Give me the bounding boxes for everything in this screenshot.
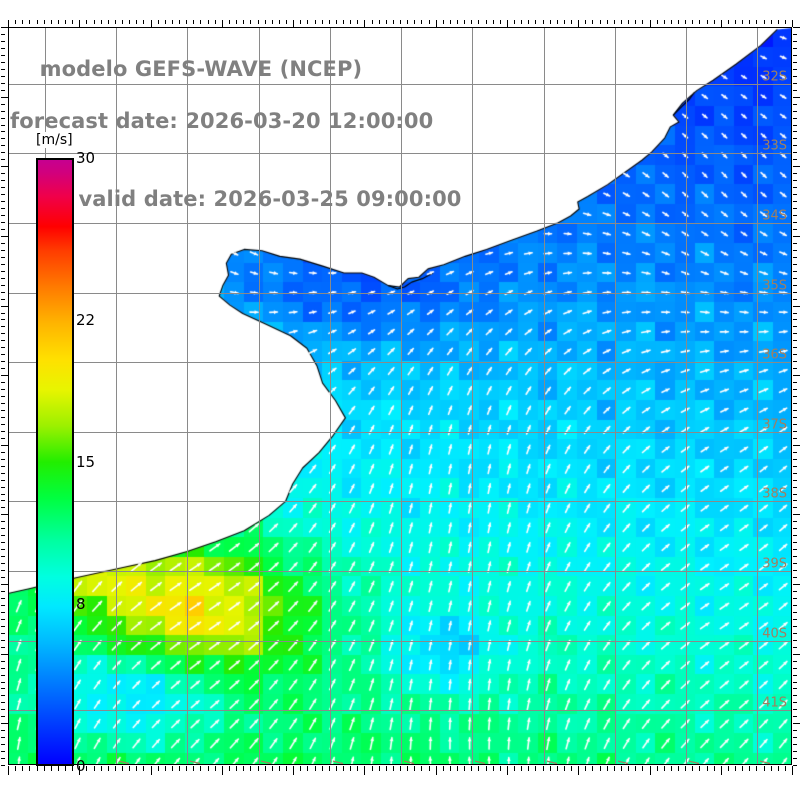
gridline-vertical [686, 28, 688, 764]
gridline-vertical [115, 28, 117, 764]
colorbar-tick-label: 22 [76, 311, 96, 330]
right-tick-marks [793, 27, 800, 766]
latitude-label: 40S [762, 626, 787, 642]
title-block: modelo GEFS-WAVE (NCEP) forecast date: 2… [10, 30, 530, 264]
gridline-horizontal [9, 710, 791, 712]
longitude-label: 54W [546, 760, 561, 764]
gridline-vertical [757, 28, 759, 764]
gridline-vertical [258, 28, 260, 764]
gridline-horizontal [9, 431, 791, 433]
latitude-label: 36S [762, 347, 787, 363]
gridline-horizontal [9, 640, 791, 642]
gridline-horizontal [9, 222, 791, 224]
colorbar: [m/s] 30 22 15 8 0 [34, 132, 95, 775]
latitude-label: 32S [762, 69, 787, 85]
latitude-label: 39S [762, 556, 787, 572]
top-tick-marks [8, 20, 793, 27]
latitude-label: 41S [762, 695, 787, 711]
latitude-label: 33S [762, 138, 787, 154]
longitude-label: 57W [332, 760, 347, 764]
longitude-label: 51W [759, 760, 774, 764]
longitude-label: 60W [118, 760, 133, 764]
bottom-tick-marks [8, 766, 793, 775]
gridline-vertical [187, 28, 189, 764]
latitude-label: 37S [762, 417, 787, 433]
gridline-horizontal [9, 571, 791, 573]
longitude-label: 55W [474, 760, 489, 764]
colorbar-tick-label: 15 [76, 453, 96, 471]
model-title: modelo GEFS-WAVE (NCEP) [39, 57, 363, 81]
colorbar-tick-label: 0 [76, 757, 86, 775]
longitude-label: 53W [617, 760, 632, 764]
longitude-label: 58W [260, 760, 275, 764]
left-tick-marks [1, 27, 8, 766]
gridline-horizontal [9, 501, 791, 503]
gridline-horizontal [9, 153, 791, 155]
latitude-label: 34S [762, 208, 787, 224]
colorbar-gradient [36, 158, 74, 766]
gridline-vertical [543, 28, 545, 764]
colorbar-unit-label: [m/s] [34, 132, 75, 148]
forecast-date: forecast date: 2026-03-20 12:00:00 [10, 109, 434, 133]
gridline-horizontal [9, 83, 791, 85]
longitude-label: 52W [688, 760, 703, 764]
longitude-label: 56W [403, 760, 418, 764]
colorbar-tick-label: 8 [76, 594, 86, 613]
latitude-label: 35S [762, 278, 787, 294]
colorbar-tick-label: 30 [76, 149, 96, 167]
longitude-label: 59W [189, 760, 204, 764]
latitude-label: 38S [762, 486, 787, 502]
valid-date: valid date: 2026-03-25 09:00:00 [78, 187, 462, 211]
gridline-vertical [401, 28, 402, 764]
gridline-vertical [472, 28, 474, 764]
gridline-vertical [614, 28, 616, 764]
gridline-horizontal [9, 362, 791, 364]
gridline-horizontal [9, 292, 791, 294]
gridline-vertical [329, 28, 331, 764]
